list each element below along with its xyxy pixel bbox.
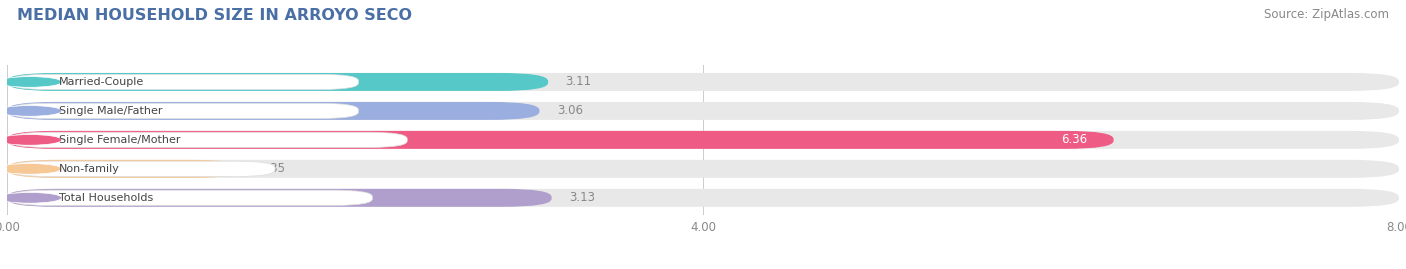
Circle shape: [0, 164, 62, 174]
Text: 6.36: 6.36: [1062, 133, 1087, 146]
FancyBboxPatch shape: [10, 190, 373, 206]
Text: 3.06: 3.06: [557, 104, 583, 117]
Circle shape: [0, 77, 62, 87]
FancyBboxPatch shape: [10, 132, 408, 147]
FancyBboxPatch shape: [7, 131, 1114, 149]
Text: MEDIAN HOUSEHOLD SIZE IN ARROYO SECO: MEDIAN HOUSEHOLD SIZE IN ARROYO SECO: [17, 8, 412, 23]
Text: Total Households: Total Households: [59, 193, 153, 203]
FancyBboxPatch shape: [7, 73, 1399, 91]
FancyBboxPatch shape: [7, 102, 1399, 120]
Circle shape: [0, 134, 62, 145]
Text: 3.13: 3.13: [569, 191, 595, 204]
FancyBboxPatch shape: [7, 160, 242, 178]
Circle shape: [0, 105, 62, 116]
Text: 1.35: 1.35: [259, 162, 285, 175]
Text: Single Male/Father: Single Male/Father: [59, 106, 162, 116]
FancyBboxPatch shape: [7, 131, 1399, 149]
Circle shape: [0, 193, 62, 203]
Text: Married-Couple: Married-Couple: [59, 77, 143, 87]
FancyBboxPatch shape: [10, 74, 359, 90]
Text: Single Female/Mother: Single Female/Mother: [59, 135, 180, 145]
FancyBboxPatch shape: [7, 160, 1399, 178]
Text: Non-family: Non-family: [59, 164, 120, 174]
FancyBboxPatch shape: [7, 102, 540, 120]
FancyBboxPatch shape: [7, 73, 548, 91]
FancyBboxPatch shape: [10, 161, 276, 176]
Text: Source: ZipAtlas.com: Source: ZipAtlas.com: [1264, 8, 1389, 21]
FancyBboxPatch shape: [7, 189, 551, 207]
FancyBboxPatch shape: [7, 189, 1399, 207]
FancyBboxPatch shape: [10, 103, 359, 119]
Text: 3.11: 3.11: [565, 75, 592, 89]
